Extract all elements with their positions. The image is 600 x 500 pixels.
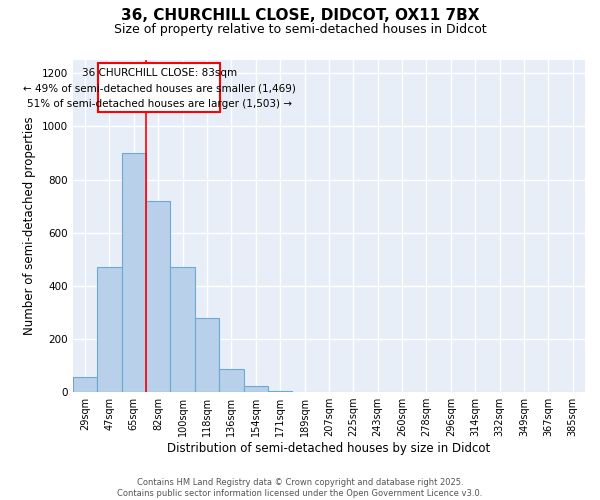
Y-axis label: Number of semi-detached properties: Number of semi-detached properties	[23, 116, 36, 336]
Bar	[97, 267, 122, 392]
Text: ← 49% of semi-detached houses are smaller (1,469): ← 49% of semi-detached houses are smalle…	[23, 84, 296, 94]
Text: Contains HM Land Registry data © Crown copyright and database right 2025.
Contai: Contains HM Land Registry data © Crown c…	[118, 478, 482, 498]
Bar	[73, 377, 97, 392]
Bar	[122, 153, 146, 392]
Bar	[219, 368, 244, 392]
Bar	[195, 318, 219, 392]
Text: Size of property relative to semi-detached houses in Didcot: Size of property relative to semi-detach…	[113, 22, 487, 36]
Text: 36 CHURCHILL CLOSE: 83sqm: 36 CHURCHILL CLOSE: 83sqm	[82, 68, 237, 78]
Text: 51% of semi-detached houses are larger (1,503) →: 51% of semi-detached houses are larger (…	[27, 99, 292, 109]
FancyBboxPatch shape	[98, 62, 220, 112]
Text: 36, CHURCHILL CLOSE, DIDCOT, OX11 7BX: 36, CHURCHILL CLOSE, DIDCOT, OX11 7BX	[121, 8, 479, 22]
Bar	[244, 386, 268, 392]
X-axis label: Distribution of semi-detached houses by size in Didcot: Distribution of semi-detached houses by …	[167, 442, 491, 455]
Bar	[170, 267, 195, 392]
Bar	[268, 391, 292, 392]
Bar	[146, 201, 170, 392]
